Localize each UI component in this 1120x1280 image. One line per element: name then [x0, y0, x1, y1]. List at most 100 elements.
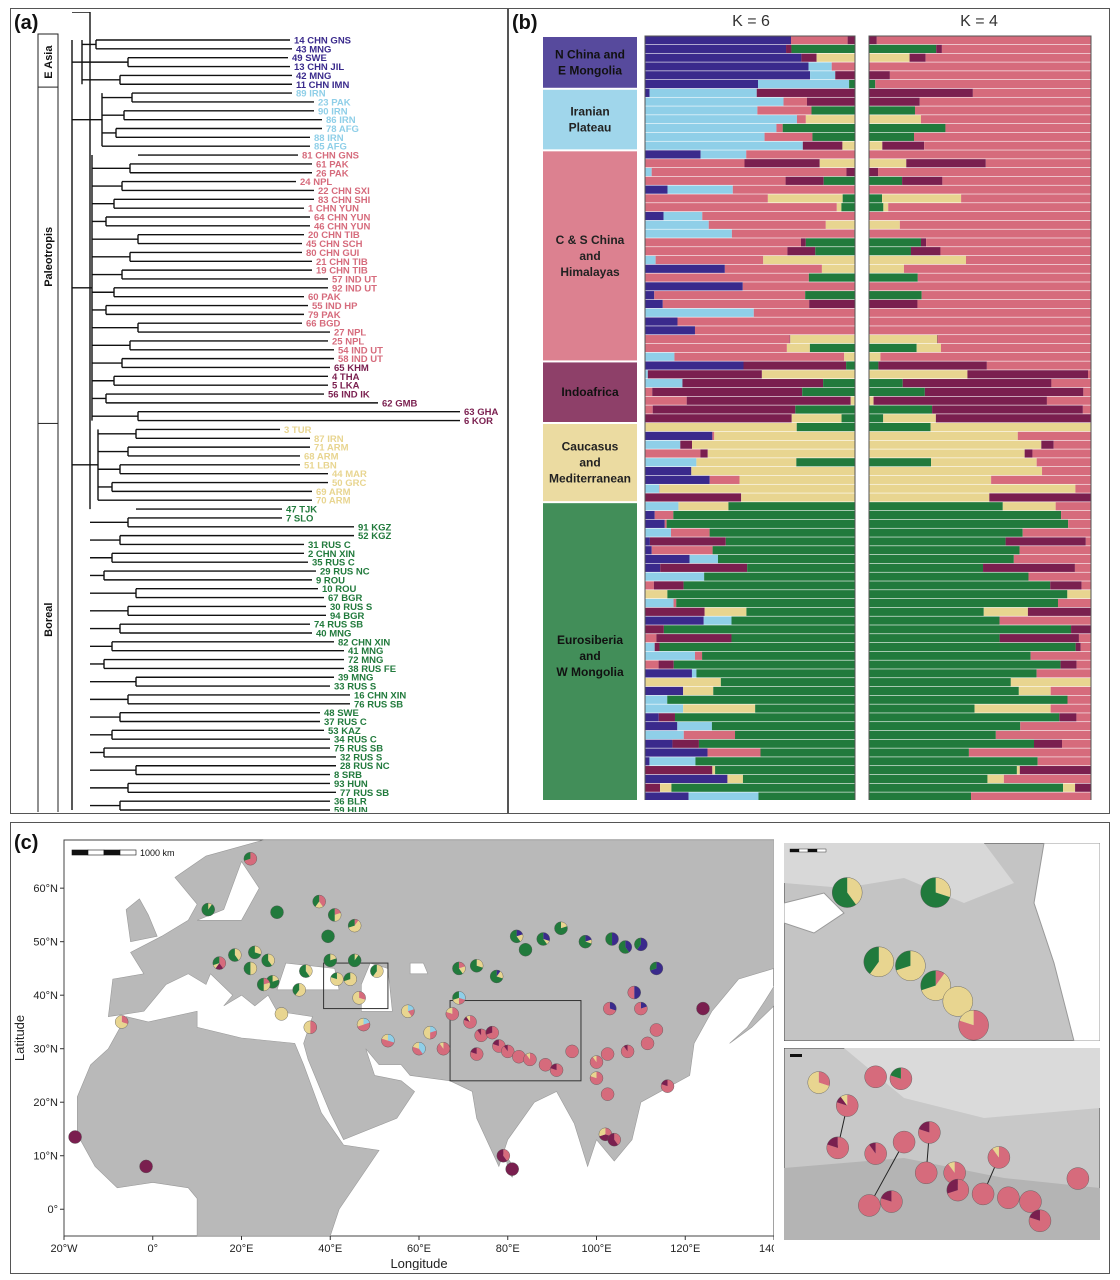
structure-bar-k4 — [869, 88, 973, 97]
structure-bar-k6 — [795, 405, 855, 414]
structure-bar-k4 — [930, 423, 1091, 432]
pie-slice — [452, 991, 459, 1000]
tree-leaf-label: 53 KAZ — [328, 726, 361, 737]
tree-leaf-label: 82 CHN XIN — [338, 637, 390, 648]
x-tick-label: 20°W — [50, 1243, 78, 1255]
pie-slice — [328, 908, 335, 922]
pie-outline — [863, 946, 895, 978]
structure-bar-k4 — [869, 150, 1091, 159]
pie-outline — [401, 1004, 415, 1018]
tree-leaf-label: 35 RUS C — [312, 558, 355, 569]
structure-bar-k4 — [869, 423, 931, 432]
structure-bar-k6 — [654, 642, 660, 652]
pie-outline — [826, 1136, 849, 1160]
pie-outline — [832, 877, 863, 908]
tree-leaf-label: 83 CHN SHI — [318, 195, 370, 206]
tree-leaf-label: 85 AFG — [314, 142, 347, 153]
structure-bar-k6 — [753, 308, 855, 317]
pie-slice — [330, 972, 337, 980]
structure-bar-k6 — [667, 695, 855, 704]
pie-outline — [971, 1182, 995, 1206]
structure-bar-k4 — [869, 634, 1000, 643]
landmass — [729, 985, 774, 1044]
structure-bar-k6 — [658, 713, 675, 722]
pie-slice — [274, 1007, 288, 1021]
structure-bar-k4 — [869, 36, 877, 45]
structure-bar-k4 — [920, 238, 927, 247]
structure-bar-k4 — [869, 211, 1091, 221]
panel-b-label: (b) — [512, 12, 538, 34]
structure-bar-k6 — [649, 537, 726, 546]
structure-bar-k6 — [709, 475, 740, 484]
structure-bar-k4 — [965, 255, 1091, 265]
pie-slice — [115, 1015, 128, 1029]
structure-bar-k4 — [1005, 537, 1086, 546]
structure-bar-k6 — [683, 686, 714, 696]
structure-bar-k4 — [925, 53, 1091, 62]
structure-bar-k4 — [1067, 695, 1091, 704]
structure-bar-k4 — [869, 590, 1068, 599]
pie-slice — [370, 964, 377, 977]
structure-bar-k6 — [796, 458, 855, 467]
tree-leaf-label: 93 HUN — [334, 779, 368, 790]
structure-bar-k4 — [869, 115, 921, 124]
x-tick-label: 40°E — [318, 1243, 342, 1255]
structure-bar-k4 — [869, 159, 907, 168]
scale-bar-segment — [87, 849, 105, 856]
pie-outline — [997, 1186, 1020, 1209]
pie-slice — [649, 1023, 663, 1037]
structure-bar-k4 — [869, 62, 1091, 71]
structure-bar-k4 — [1080, 642, 1091, 652]
structure-bar-k6 — [812, 132, 855, 141]
structure-bar-k4 — [1085, 537, 1091, 546]
tree-leaf-label: 31 RUS C — [308, 540, 351, 551]
structure-bar-k6 — [815, 247, 855, 256]
structure-bar-k4 — [985, 159, 1091, 168]
pie-slice — [121, 1015, 129, 1024]
clade-label: Paleotropis — [43, 227, 55, 287]
structure-bar-k4 — [935, 414, 1091, 423]
inset-map-caucasus — [784, 843, 1100, 1041]
structure-bar-k4 — [880, 352, 1091, 361]
structure-bar-k6 — [645, 335, 790, 344]
structure-bar-k4 — [869, 722, 1021, 731]
pie-slice — [614, 1133, 621, 1145]
structure-bar-k6 — [842, 194, 855, 203]
group-box — [543, 37, 637, 88]
structure-bar-k6 — [645, 651, 696, 660]
structure-bar-k6 — [649, 88, 757, 97]
pie-slice — [661, 1079, 668, 1087]
structure-bar-k6 — [739, 475, 855, 484]
k4-title: K = 4 — [960, 13, 998, 30]
pie-slice — [649, 961, 657, 971]
structure-bar-k6 — [645, 141, 803, 150]
structure-bar-k6 — [673, 598, 677, 608]
pie-slice — [243, 852, 251, 861]
group-label: and — [579, 649, 600, 663]
pie-slice — [603, 1002, 616, 1016]
pie-outline — [352, 991, 366, 1005]
structure-bar-k4 — [869, 713, 1060, 722]
structure-bar-k6 — [732, 185, 855, 194]
y-tick-label: 30°N — [33, 1044, 58, 1056]
structure-bar-k4 — [869, 273, 918, 282]
structure-bar-k6 — [850, 396, 855, 405]
pie-outline — [68, 1130, 82, 1144]
structure-bar-k4 — [926, 238, 1091, 247]
tree-leaf-label: 43 MNG — [296, 44, 331, 55]
structure-bar-k6 — [645, 686, 684, 696]
pie-slice — [1066, 1167, 1089, 1190]
pie-slice — [578, 935, 592, 949]
structure-bar-k6 — [825, 220, 855, 229]
structure-bar-k6 — [645, 660, 659, 669]
group-label: N China and — [555, 47, 625, 61]
pie-outline — [864, 1142, 887, 1165]
structure-bar-k6 — [686, 396, 851, 405]
pie-outline — [864, 1065, 887, 1088]
structure-bar-k4 — [869, 203, 884, 212]
pie-outline — [892, 1130, 916, 1154]
structure-bar-k6 — [711, 722, 855, 731]
pie-slice — [641, 1036, 655, 1050]
structure-bar-k6 — [802, 141, 843, 150]
group-label: Eurosiberia — [557, 633, 623, 647]
